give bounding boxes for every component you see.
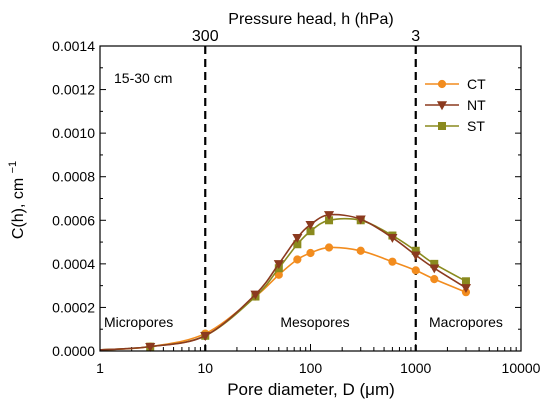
data-point-nt xyxy=(429,264,440,274)
data-point-ct xyxy=(293,255,302,264)
series-group xyxy=(99,211,472,352)
x-axis-label: Pore diameter, D (μm) xyxy=(227,380,395,399)
series-st xyxy=(99,216,470,351)
data-point-st xyxy=(461,277,470,286)
data-point-ct xyxy=(388,257,397,266)
y-tick-label: 0.0008 xyxy=(52,169,95,185)
x-tick-label: 10 xyxy=(197,360,213,376)
x-tick-label: 10000 xyxy=(502,360,541,376)
x-axis-ticks: 1 10 100 1000 10000 xyxy=(96,344,541,376)
top-axis-ticks: 300 3 xyxy=(192,28,420,53)
data-point-ct xyxy=(411,266,420,275)
region-label-mesopores: Mesopores xyxy=(280,314,349,330)
data-point-nt xyxy=(200,332,211,341)
y-tick-label: 0.0012 xyxy=(52,82,95,98)
legend-label-st: ST xyxy=(467,118,485,134)
data-point-ct xyxy=(324,243,334,252)
y-axis-label-exponent: −1 xyxy=(7,161,19,174)
legend: CT NT ST xyxy=(425,76,486,134)
legend-marker-ct xyxy=(437,79,447,89)
data-point-nt xyxy=(460,284,472,294)
legend-label-ct: CT xyxy=(467,76,486,92)
legend-marker-nt xyxy=(436,101,448,111)
legend-marker-st xyxy=(438,122,446,130)
plot-frame xyxy=(99,45,522,352)
legend-label-nt: NT xyxy=(467,97,486,113)
y-tick-label: 0.0002 xyxy=(52,299,95,315)
data-point-nt xyxy=(250,290,261,300)
y-tick-label: 0.0010 xyxy=(52,125,95,141)
data-point-nt xyxy=(273,260,284,270)
y-tick-label: 0.0004 xyxy=(52,256,95,272)
data-point-nt xyxy=(323,211,335,221)
y-axis-label: C(h), cm −1 xyxy=(7,161,27,239)
y-tick-label: 0.0006 xyxy=(52,212,95,228)
data-point-nt xyxy=(410,251,421,261)
data-point-ct xyxy=(306,248,315,258)
legend-item-st: ST xyxy=(425,118,485,134)
series-line-st xyxy=(99,217,467,351)
region-label-micropores: Micropores xyxy=(104,314,173,330)
y-tick-label: 0.0014 xyxy=(52,38,95,54)
x-tick-label: 1000 xyxy=(400,360,431,376)
boundary-lines xyxy=(204,46,417,351)
y-axis-label-main: C(h), cm xyxy=(10,178,27,239)
series-nt xyxy=(99,211,472,352)
x-tick-label: 1 xyxy=(96,360,104,376)
data-point-nt xyxy=(355,215,366,225)
data-point-nt xyxy=(292,234,303,243)
data-point-nt xyxy=(145,342,156,352)
legend-item-nt: NT xyxy=(425,97,486,113)
depth-label: 15-30 cm xyxy=(114,70,172,86)
x-tick-label: 100 xyxy=(299,360,323,376)
top-tick-label: 300 xyxy=(192,28,219,45)
y-axis-ticks: 0.0000 0.0002 0.0004 0.0006 0.0008 0.0010 0.00… xyxy=(52,38,521,359)
top-axis-label: Pressure head, h (hPa) xyxy=(228,11,393,28)
data-point-nt xyxy=(387,234,398,243)
legend-item-ct: CT xyxy=(425,76,486,92)
data-point-ct xyxy=(430,275,439,284)
y-tick-label: 0.0000 xyxy=(52,343,95,359)
data-point-ct xyxy=(356,246,365,255)
data-point-nt xyxy=(305,220,316,230)
region-label-macropores: Macropores xyxy=(429,314,503,330)
top-tick-label: 3 xyxy=(411,28,420,45)
